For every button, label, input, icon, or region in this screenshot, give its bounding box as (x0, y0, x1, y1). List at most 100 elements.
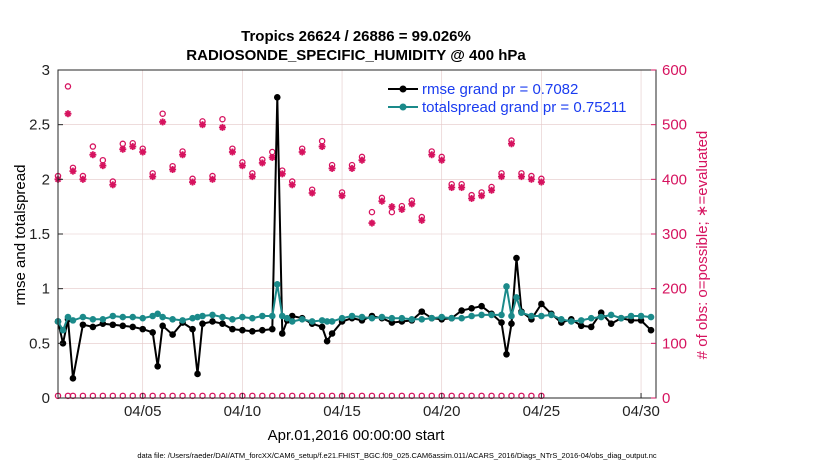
rmse-point (478, 302, 485, 310)
obs-evaluated-marker (378, 197, 386, 205)
rmse-point (503, 350, 510, 358)
obs-count-layer (54, 83, 545, 400)
totalspread-point (508, 312, 515, 320)
rmse-point (89, 323, 97, 331)
totalspread-point (478, 311, 485, 319)
x-tick-label: 04/25 (523, 403, 561, 420)
totalspread-point (288, 318, 296, 325)
obs-possible-marker (288, 178, 296, 185)
obs-possible-marker (508, 137, 515, 144)
totalspread-point (59, 326, 67, 334)
totalspread-point (199, 312, 206, 320)
totalspread-point (368, 314, 376, 322)
obs-evaluated-stroke (269, 154, 276, 161)
totalspread-point (627, 312, 635, 320)
totalspread-point (159, 313, 166, 321)
totalspread-point (607, 311, 615, 319)
obs-possible-marker (438, 153, 445, 161)
totalspread-point (617, 314, 625, 322)
obs-possible-marker (538, 175, 545, 183)
obs-evaluated-marker (368, 219, 376, 227)
obs-possible-marker (219, 115, 226, 123)
rmse-point (154, 362, 161, 370)
legend-spread-label: totalspread grand pr = 0.75211 (422, 99, 626, 116)
rmse-point (259, 326, 266, 334)
obs-evaluated-stroke (388, 203, 395, 210)
chart-title-line1: Tropics 26624 / 26886 = 99.026% (241, 28, 471, 45)
obs-possible-marker (69, 164, 77, 172)
y-left-tick-label: 1.5 (29, 226, 50, 243)
obs-evaluated-stroke (368, 219, 376, 227)
totalspread-point (169, 315, 176, 323)
rmse-point (458, 307, 465, 314)
grid (58, 70, 656, 398)
obs-evaluated-marker (159, 118, 167, 126)
totalspread-point (278, 312, 286, 320)
rmse-point (229, 325, 236, 333)
obs-evaluated-marker (89, 151, 97, 159)
rmse-point (189, 325, 196, 333)
rmse-point (139, 325, 147, 333)
rmse-point (647, 326, 655, 334)
data-file-footer: data file: /Users/raeder/DAI/ATM_forcXX/… (137, 451, 657, 460)
x-tick-label: 04/05 (124, 403, 162, 420)
totalspread-point (179, 317, 186, 324)
legend-rmse-label: rmse grand pr = 0.7082 (422, 81, 578, 98)
obs-possible-marker (338, 189, 346, 196)
obs-possible-marker (428, 148, 435, 155)
obs-possible-marker (478, 189, 485, 196)
rmse-line (57, 97, 652, 379)
obs-possible-marker (328, 161, 336, 169)
y-right-tick-label: 300 (662, 226, 687, 243)
totalspread-point (323, 318, 331, 325)
totalspread-point (358, 313, 366, 321)
obs-possible-marker (129, 140, 136, 147)
totalspread-point (308, 318, 316, 325)
legend: rmse grand pr = 0.7082 totalspread grand… (388, 81, 626, 116)
obs-possible-marker (89, 143, 97, 150)
totalspread-point (538, 312, 545, 320)
totalspread-point (189, 314, 196, 322)
x-axis-label: Apr.01,2016 00:00:00 start (268, 427, 446, 444)
totalspread-point (378, 313, 386, 321)
totalspread-point (129, 313, 137, 321)
totalspread-point (448, 314, 455, 322)
totalspread-point (513, 294, 520, 301)
totalspread-point (348, 312, 356, 320)
obs-possible-marker (388, 208, 396, 216)
rmse-point (249, 328, 256, 335)
obs-possible-marker (199, 118, 206, 125)
rmse-point (513, 254, 520, 262)
rmse-point (194, 370, 201, 378)
obs-possible-marker (209, 172, 216, 180)
totalspread-point (154, 310, 161, 318)
obs-evaluated-stroke (64, 110, 72, 117)
y-left-tick-label: 2.5 (29, 117, 50, 134)
totalspread-point (109, 312, 117, 320)
obs-possible-marker (298, 145, 306, 152)
y-right-tick-label: 400 (662, 171, 687, 188)
totalspread-point (209, 311, 216, 319)
rmse-point (538, 300, 545, 308)
obs-possible-marker (418, 213, 426, 221)
obs-evaluated-marker (218, 123, 226, 131)
y-left-tick-label: 1 (42, 281, 50, 298)
obs-evaluated-stroke (319, 143, 326, 150)
rmse-point (498, 319, 505, 326)
obs-possible-marker (149, 170, 156, 177)
obs-possible-marker (139, 145, 146, 152)
obs-possible-marker (408, 197, 416, 204)
y-left-tick-label: 0.5 (29, 335, 50, 352)
obs-possible-marker (99, 156, 107, 164)
rmse-point (418, 308, 426, 315)
totalspread-point (249, 314, 256, 322)
obs-evaluated-marker (99, 162, 107, 170)
rmse-point (508, 320, 515, 327)
totalspread-point (577, 317, 585, 324)
rmse-point (278, 330, 286, 337)
y-right-tick-label: 100 (662, 335, 687, 352)
obs-possible-marker (308, 186, 316, 193)
obs-possible-marker (159, 110, 166, 117)
rmse-point (219, 320, 226, 327)
obs-possible-marker (318, 137, 326, 145)
